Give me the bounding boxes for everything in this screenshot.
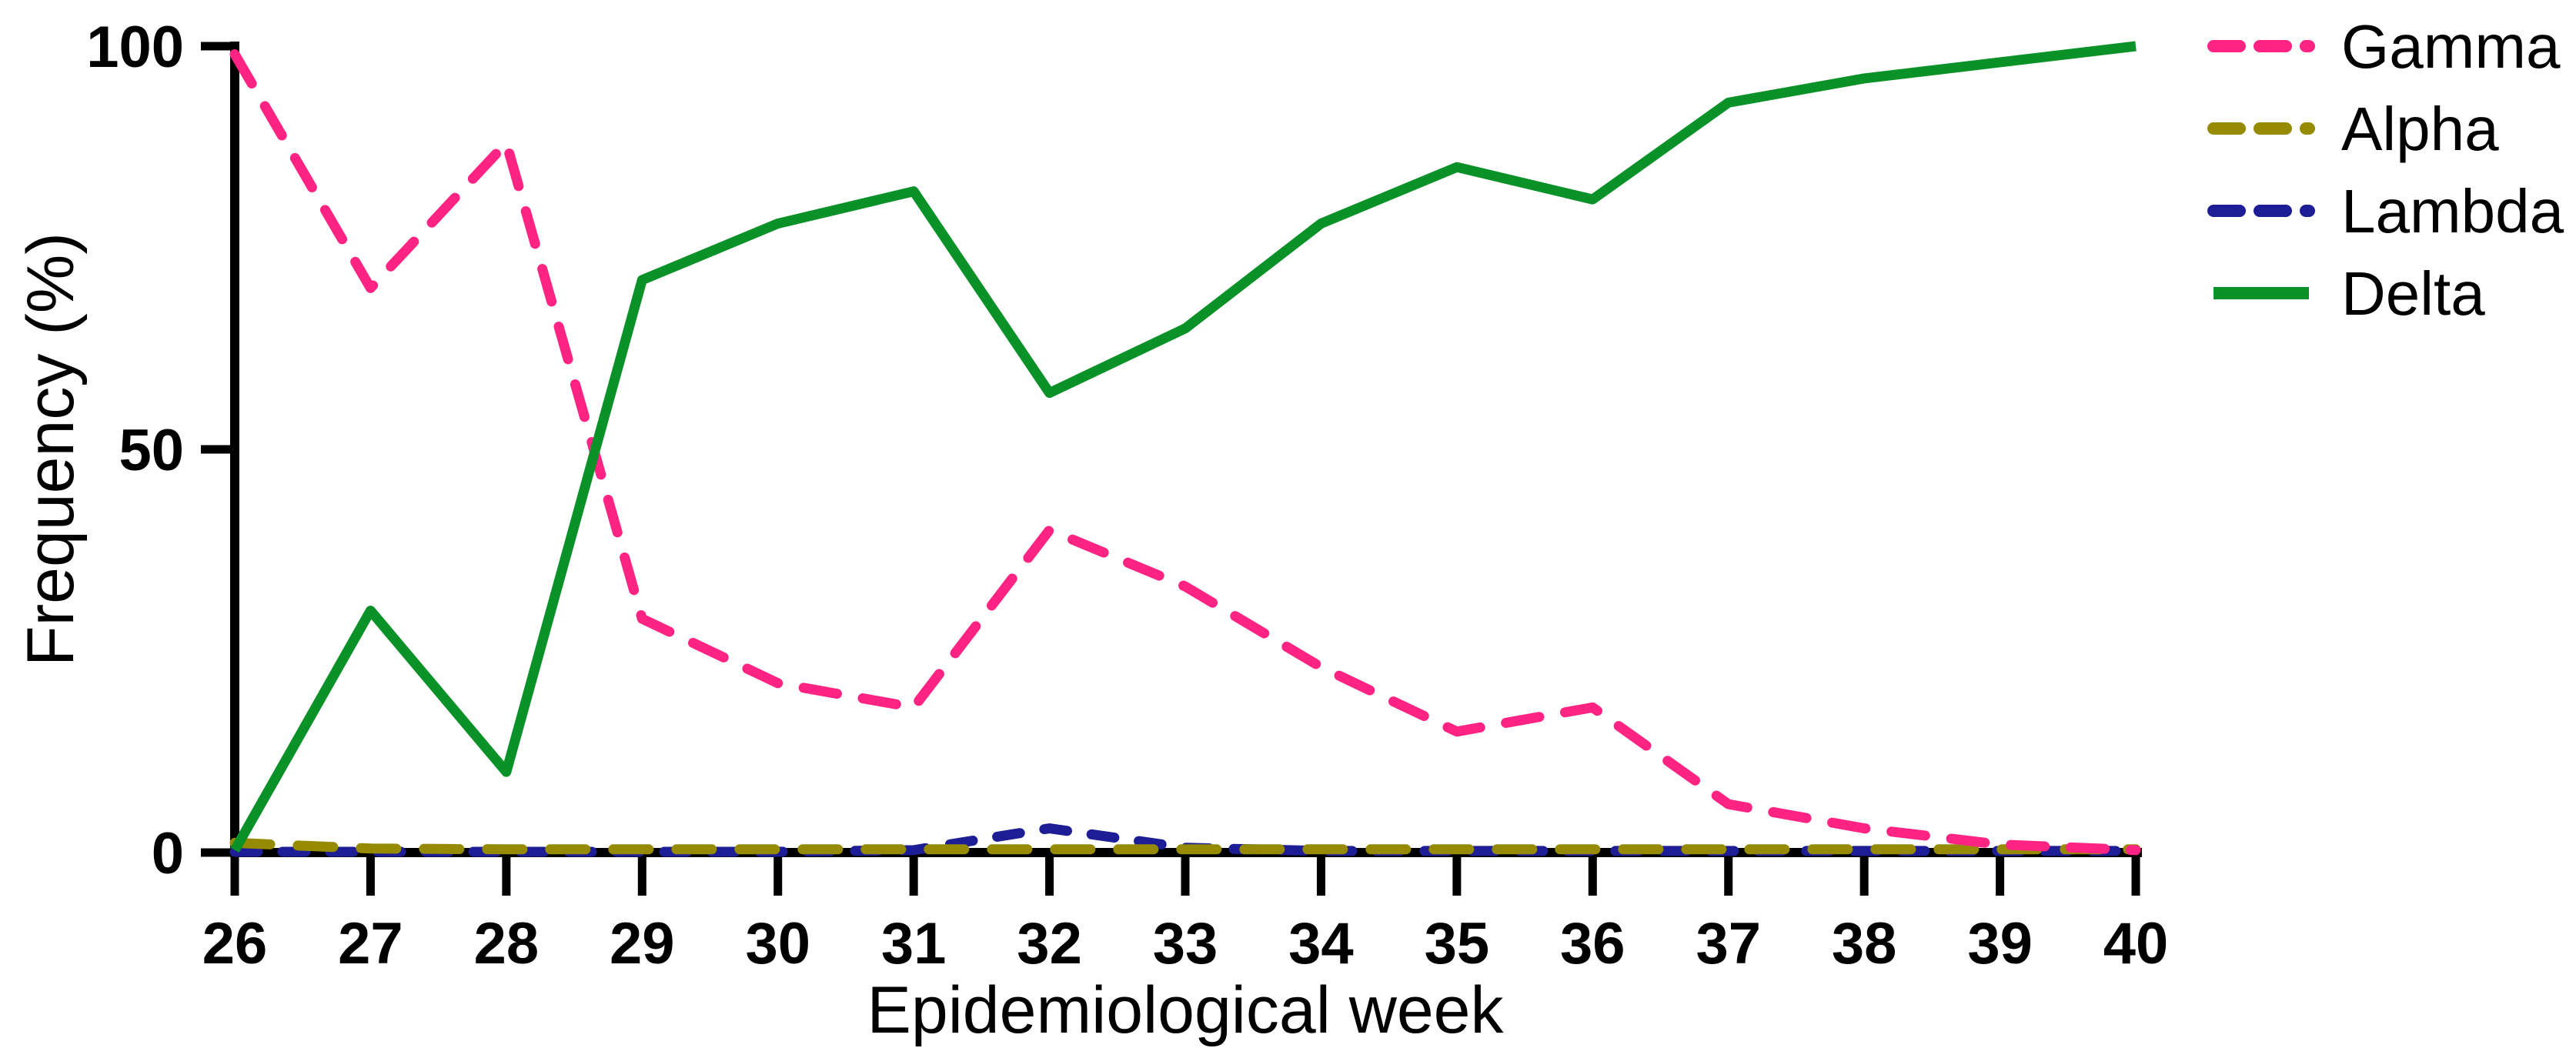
legend-label-delta: Delta bbox=[2341, 259, 2485, 328]
x-tick-label: 34 bbox=[1288, 911, 1354, 976]
x-tick-label: 30 bbox=[745, 911, 810, 976]
legend-label-gamma: Gamma bbox=[2341, 12, 2561, 81]
y-axis-title: Frequency (%) bbox=[14, 232, 88, 666]
x-tick-label: 35 bbox=[1425, 911, 1490, 976]
x-tick-label: 29 bbox=[610, 911, 675, 976]
series-layer bbox=[229, 41, 2141, 857]
x-tick-label: 38 bbox=[1832, 911, 1897, 976]
x-axis-title: Epidemiological week bbox=[867, 973, 1505, 1047]
x-tick-label: 31 bbox=[881, 911, 947, 976]
x-tick-label: 28 bbox=[474, 911, 540, 976]
x-tick-label: 40 bbox=[2103, 911, 2169, 976]
series-line-gamma bbox=[229, 48, 2141, 856]
legend-label-lambda: Lambda bbox=[2341, 177, 2564, 245]
series-line-delta bbox=[230, 41, 2137, 853]
y-tick-label: 100 bbox=[86, 15, 184, 80]
x-tick-label: 26 bbox=[202, 911, 268, 976]
x-tick-label: 36 bbox=[1560, 911, 1625, 976]
legend: Gamma Alpha Lambda Delta bbox=[2207, 12, 2564, 328]
x-tick-label: 37 bbox=[1696, 911, 1761, 976]
x-tick-label: 39 bbox=[1967, 911, 2033, 976]
y-tick-label: 50 bbox=[119, 418, 184, 483]
x-tick-label: 32 bbox=[1017, 911, 1082, 976]
y-tick-label: 0 bbox=[152, 821, 184, 886]
axes-layer bbox=[201, 42, 2143, 896]
x-tick-label: 33 bbox=[1153, 911, 1218, 976]
tick-labels-layer: 0 50 100 26 27 28 29 30 31 32 33 34 35 36 37 38 39 40 bbox=[86, 15, 2168, 976]
x-tick-label: 27 bbox=[338, 911, 403, 976]
legend-label-alpha: Alpha bbox=[2341, 95, 2499, 163]
series-line-alpha bbox=[229, 837, 2141, 855]
